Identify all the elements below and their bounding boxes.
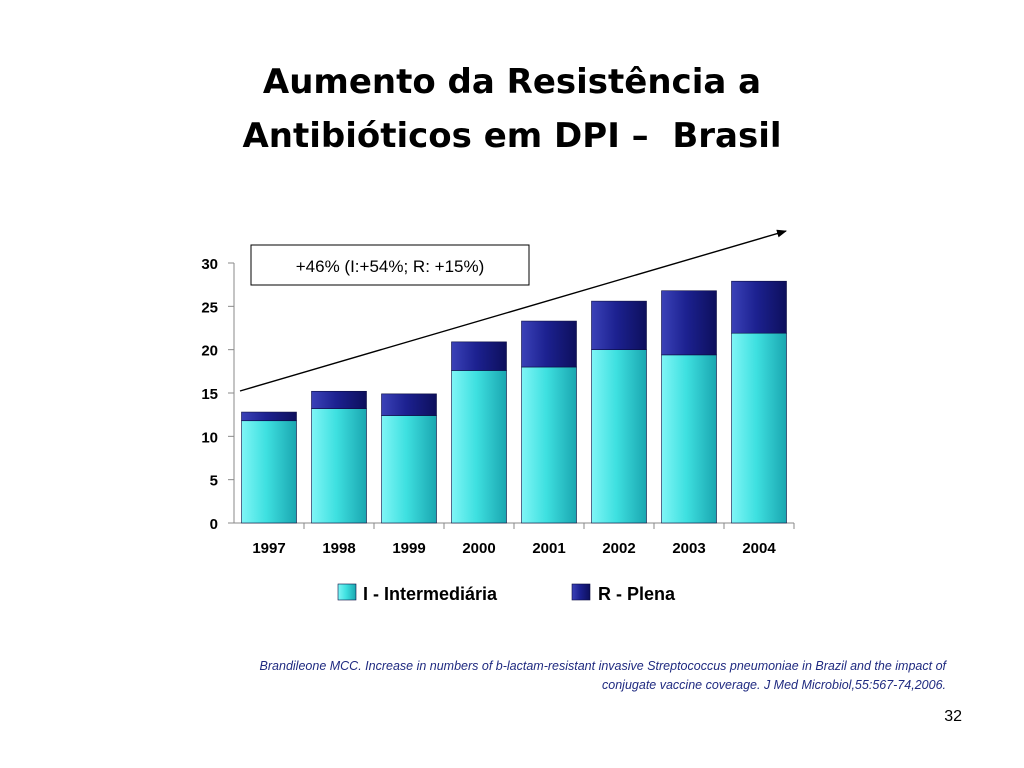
- bar-intermediaria: [521, 366, 577, 524]
- bar-intermediaria: [241, 420, 297, 524]
- chart-legend: I - Intermediária R - Plena: [337, 583, 676, 604]
- bar-plena: [381, 393, 437, 416]
- x-tick-label: 2000: [462, 540, 495, 557]
- bar-intermediaria: [381, 415, 437, 524]
- x-tick-label: 2003: [672, 540, 705, 557]
- x-tick-labels: 1997 1998 1999 2000 2001 2002 2003 2004: [252, 540, 776, 557]
- x-tick-label: 1997: [252, 540, 285, 557]
- bar-intermediaria: [661, 354, 717, 524]
- bar-plena: [661, 290, 717, 356]
- x-tick-label: 1999: [392, 540, 425, 557]
- x-tick-label: 1998: [322, 540, 355, 557]
- y-tick-label: 25: [201, 299, 218, 316]
- y-tick-label: 10: [201, 429, 218, 446]
- y-tick-labels: 0 5 10 15 20 25 30: [201, 256, 218, 533]
- page-number: 32: [944, 708, 962, 725]
- x-tick-label: 2001: [532, 540, 565, 557]
- x-tick-label: 2002: [602, 540, 635, 557]
- y-tick-label: 0: [210, 516, 218, 533]
- y-tick-label: 30: [201, 256, 218, 273]
- bar-plena: [451, 341, 507, 371]
- bar-plena: [591, 300, 647, 350]
- x-tick-label: 2004: [742, 540, 776, 557]
- legend-label: R - Plena: [598, 584, 676, 604]
- bar-intermediaria: [731, 332, 787, 524]
- bar-plena: [521, 320, 577, 368]
- citation-line-2: conjugate vaccine coverage. J Med Microb…: [602, 678, 946, 692]
- legend-swatch: [571, 583, 591, 601]
- legend-label: I - Intermediária: [363, 584, 498, 604]
- citation: Brandileone MCC. Increase in numbers of …: [126, 657, 946, 695]
- bar-plena: [731, 280, 787, 334]
- chart-bars: [241, 280, 787, 524]
- annotation-text: +46% (I:+54%; R: +15%): [296, 257, 485, 276]
- bar-plena: [311, 390, 367, 409]
- citation-line-1: Brandileone MCC. Increase in numbers of …: [259, 659, 946, 673]
- bar-plena: [241, 411, 297, 422]
- trend-arrow: [239, 229, 787, 392]
- slide-title: Aumento da Resistência a Antibióticos em…: [0, 55, 1024, 163]
- title-line-1: Aumento da Resistência a: [262, 62, 762, 102]
- y-tick-label: 15: [201, 386, 218, 403]
- annotation-box: +46% (I:+54%; R: +15%): [250, 244, 530, 286]
- bar-intermediaria: [591, 349, 647, 524]
- bar-intermediaria: [311, 408, 367, 524]
- y-tick-label: 5: [210, 473, 218, 490]
- title-line-2: Antibióticos em DPI – Brasil: [242, 116, 782, 156]
- bar-intermediaria: [451, 370, 507, 524]
- y-tick-label: 20: [201, 343, 218, 360]
- legend-swatch: [337, 583, 357, 601]
